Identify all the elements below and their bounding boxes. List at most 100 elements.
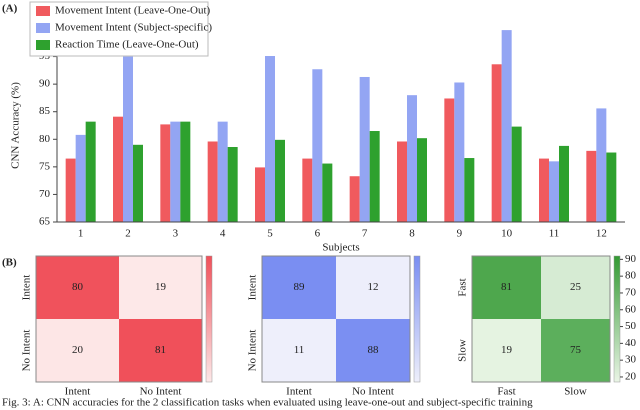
heatmap-cell	[541, 319, 610, 382]
colorbar-tick-label: 60	[625, 303, 637, 315]
bar	[444, 98, 455, 222]
y-tick-label: 80	[39, 133, 51, 145]
bar	[302, 158, 313, 222]
x-tick-label: Intent	[65, 386, 91, 398]
x-tick-label: Fast	[497, 386, 515, 398]
bar	[207, 141, 218, 222]
heatmap-cell	[541, 256, 610, 319]
bar	[65, 158, 76, 222]
bar	[265, 56, 275, 222]
caption: Fig. 3: A: CNN accuracies for the 2 clas…	[2, 397, 533, 409]
bar	[539, 158, 549, 222]
x-tick-label: Intent	[286, 386, 312, 398]
bar	[491, 64, 502, 222]
bar	[217, 121, 228, 222]
cell-label: 75	[570, 344, 582, 356]
cell-label: 88	[368, 344, 380, 356]
heatmap-cell	[36, 256, 119, 319]
heatmap-cell	[472, 319, 541, 382]
x-axis-label: Subjects	[322, 242, 359, 254]
legend-label: Movement Intent (Leave-One-Out)	[55, 5, 210, 17]
bar	[586, 150, 597, 222]
heatmap-cell	[262, 256, 336, 319]
legend-label: Reaction Time (Leave-One-Out)	[55, 39, 199, 51]
x-tick-label: 10	[501, 228, 513, 240]
panel-label: (B)	[2, 257, 17, 269]
colorbar-tick-label: 40	[625, 337, 637, 349]
cell-label: 81	[501, 281, 512, 293]
x-tick-label: 2	[125, 228, 131, 240]
x-tick-label: 4	[220, 228, 226, 240]
heatmap-cell	[472, 256, 541, 319]
y-tick-label: 70	[39, 188, 51, 200]
bar	[322, 163, 333, 222]
bar	[85, 121, 96, 222]
bar	[606, 152, 617, 222]
cell-label: 19	[155, 281, 167, 293]
bar	[227, 147, 238, 222]
y-tick-label: 75	[39, 160, 51, 172]
legend-swatch	[36, 40, 50, 50]
y-tick-label: No Intent	[21, 330, 33, 372]
bar	[454, 82, 465, 222]
colorbar-tick-label: 70	[625, 286, 637, 298]
x-tick-label: 5	[267, 228, 273, 240]
bar	[407, 95, 417, 222]
legend-label: Movement Intent (Subject-specific)	[55, 22, 212, 34]
bar	[170, 121, 181, 222]
bar	[75, 134, 86, 222]
cell-label: 12	[368, 281, 379, 293]
y-tick-label: Slow	[457, 339, 469, 362]
cell-label: 20	[72, 344, 84, 356]
bar	[349, 176, 360, 222]
bar	[113, 116, 123, 222]
y-tick-label: Fast	[457, 278, 469, 296]
bar	[417, 138, 427, 222]
colorbar	[205, 255, 213, 383]
colorbar-tick-label: 90	[625, 253, 637, 265]
colorbar-tick-label: 20	[625, 370, 637, 382]
heatmap-border	[35, 255, 203, 383]
bar	[359, 76, 370, 222]
heatmap-cell	[336, 256, 410, 319]
x-tick-label: 6	[315, 228, 321, 240]
heatmap-cell	[119, 319, 202, 382]
bar	[275, 139, 285, 222]
colorbar	[413, 255, 421, 383]
x-tick-label: 7	[362, 228, 368, 240]
heatmap-cell	[36, 319, 119, 382]
bar	[123, 56, 133, 223]
bar	[397, 141, 407, 222]
y-tick-label: 90	[39, 78, 51, 90]
heatmap-cell	[119, 256, 202, 319]
colorbar-tick-label: 50	[625, 320, 637, 332]
cell-label: 81	[155, 344, 166, 356]
heatmap-border	[471, 255, 611, 383]
cell-label: 89	[294, 281, 306, 293]
colorbar-tick-label: 30	[625, 354, 637, 366]
bar	[511, 126, 522, 222]
x-tick-label: 11	[549, 228, 560, 240]
legend-swatch	[36, 23, 50, 33]
heatmap-cell	[336, 319, 410, 382]
legend-box	[29, 1, 209, 57]
heatmap-border	[261, 255, 411, 383]
bar	[255, 167, 265, 222]
bar	[501, 30, 512, 222]
bar	[312, 69, 323, 222]
bar	[133, 144, 143, 222]
x-tick-label: Slow	[564, 386, 587, 398]
y-tick-label: 85	[39, 105, 51, 117]
y-tick-label: 65	[39, 216, 51, 228]
bar	[160, 124, 171, 222]
heatmap-cell	[262, 319, 336, 382]
legend-swatch	[36, 6, 50, 16]
y-tick-label: No Intent	[247, 330, 259, 372]
colorbar-tick-label: 80	[625, 270, 637, 282]
x-tick-label: No Intent	[352, 386, 394, 398]
y-tick-label: Intent	[21, 275, 33, 301]
y-axis-label: CNN Accuracy (%)	[10, 82, 22, 169]
bar	[559, 145, 569, 222]
bar	[369, 131, 380, 222]
